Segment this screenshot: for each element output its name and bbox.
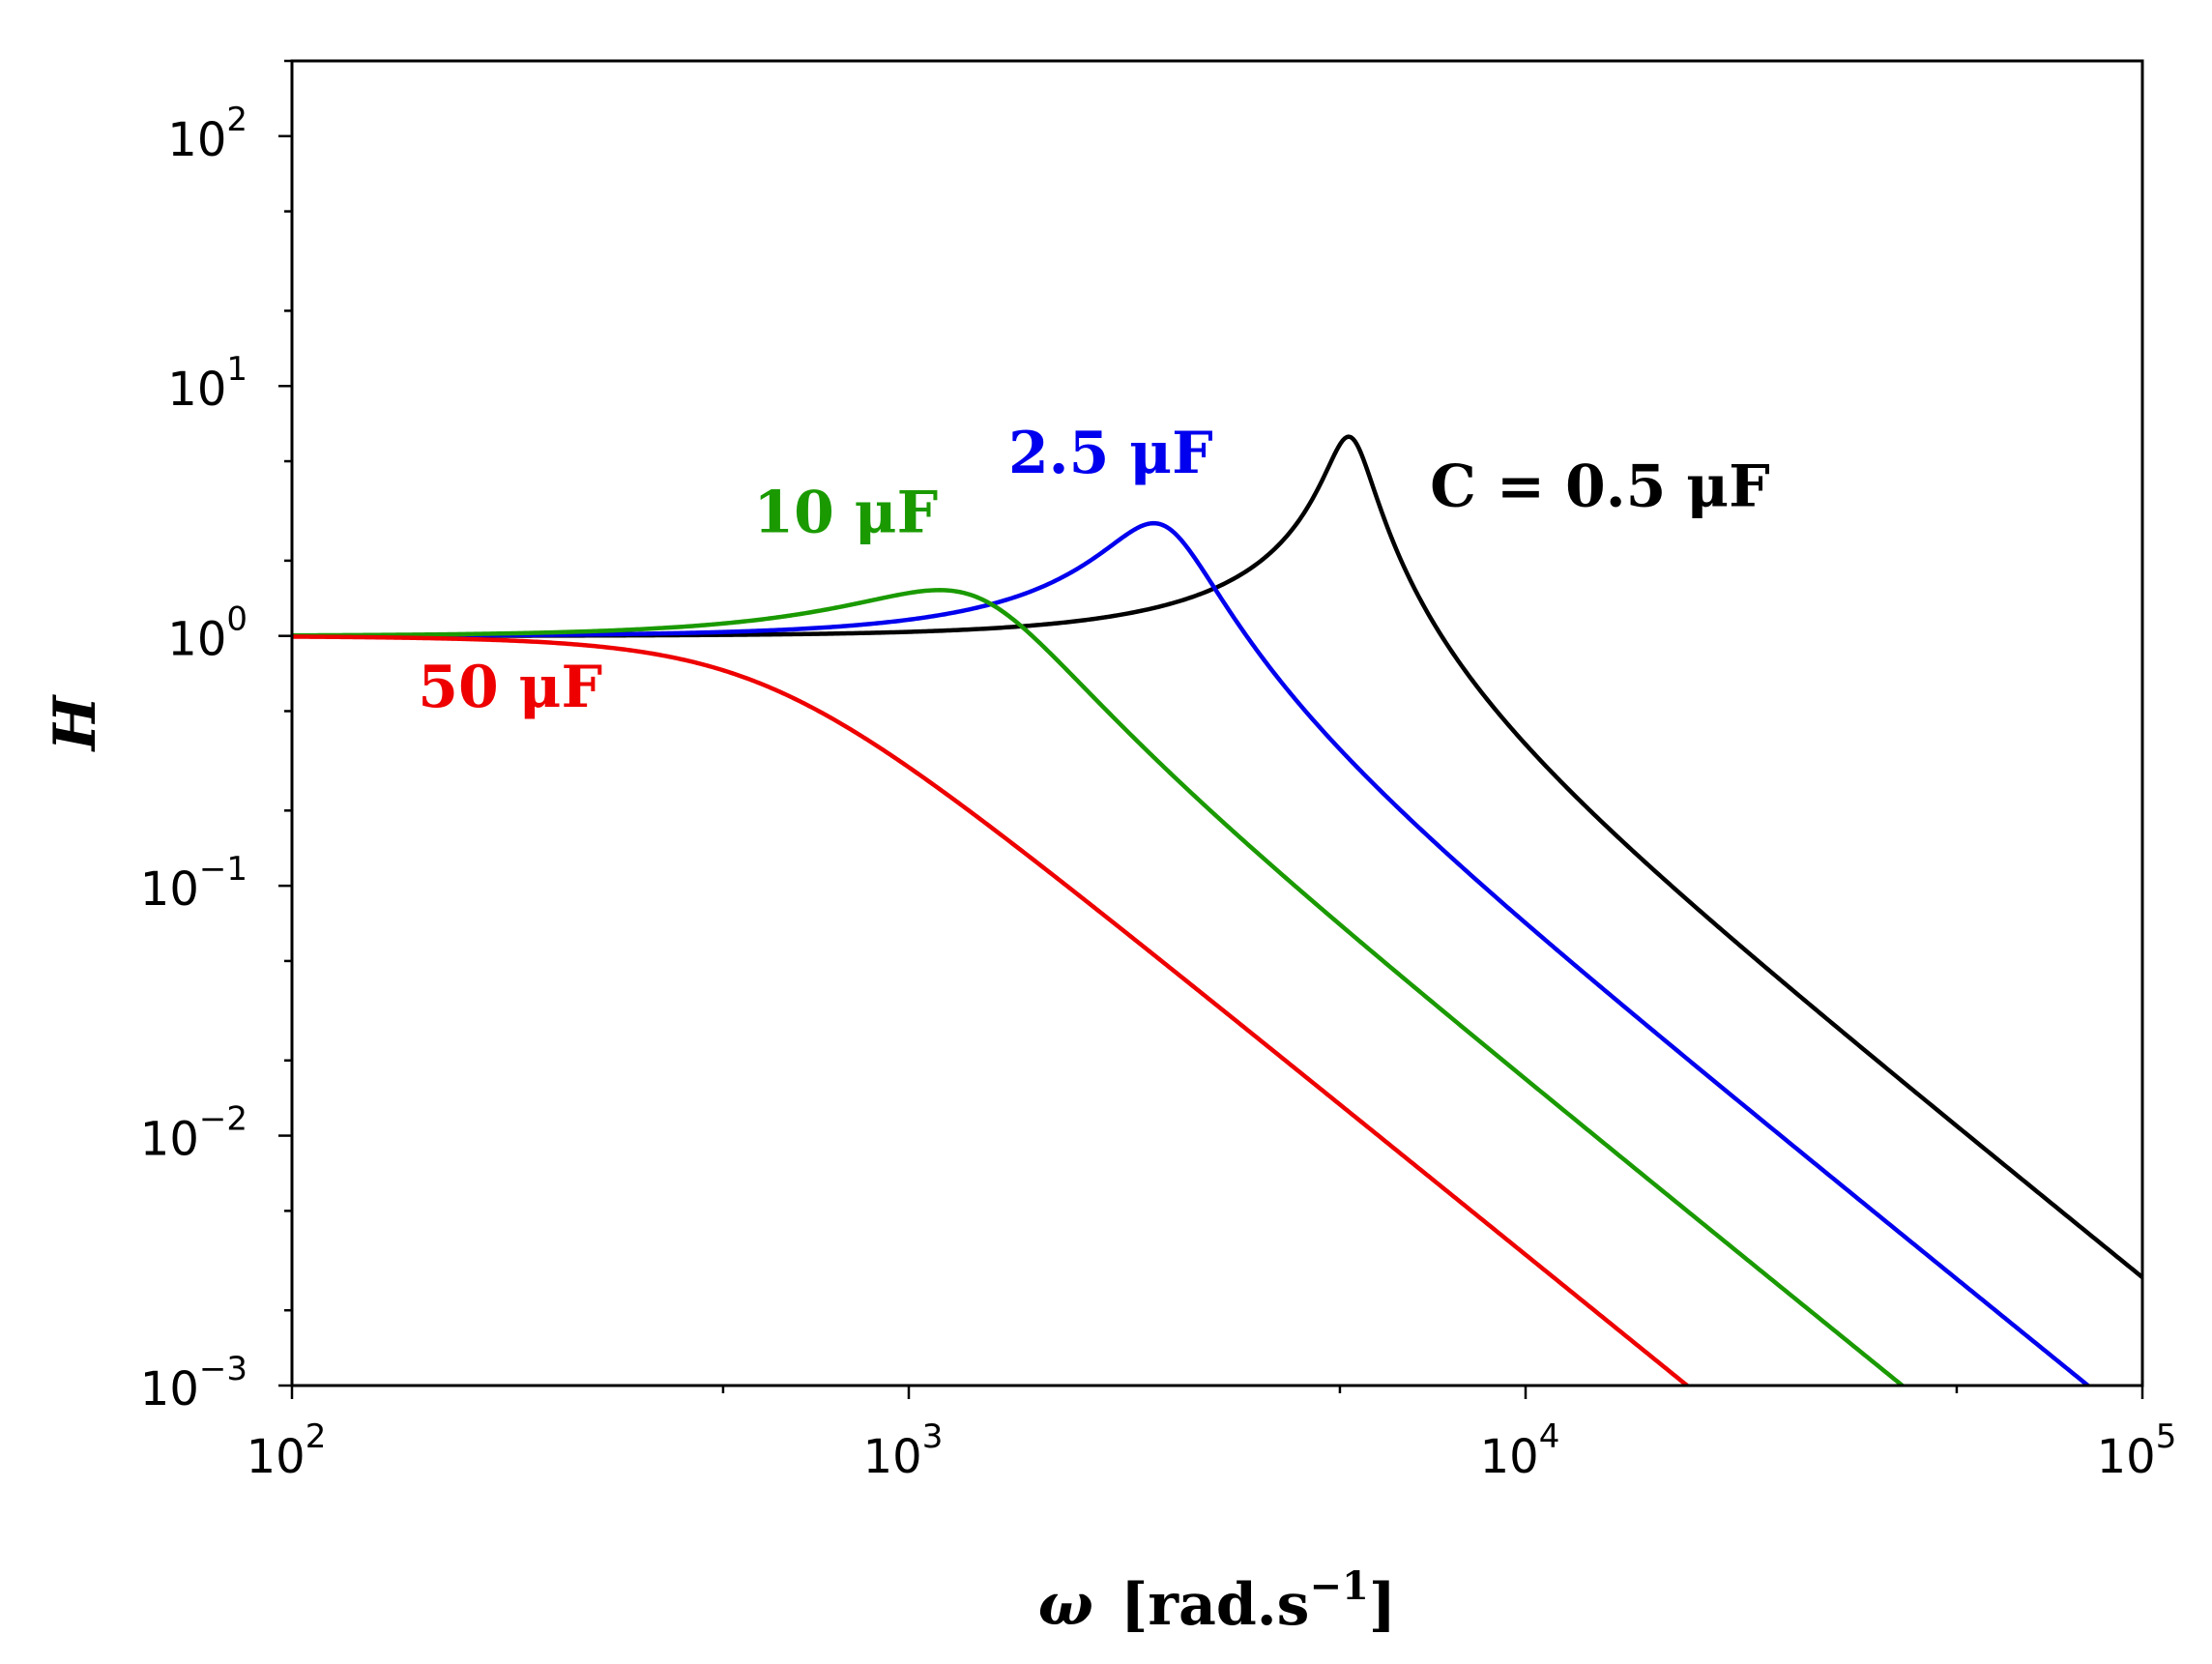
series-line	[292, 588, 1906, 1386]
plot-area	[292, 61, 2142, 1386]
x-tick-label: 103	[863, 1417, 944, 1484]
series-label: 2.5 μF	[1008, 420, 1213, 487]
y-tick-label: 10−2	[140, 1100, 247, 1167]
y-axis-title: H	[42, 693, 109, 752]
series-line	[292, 634, 1691, 1386]
x-tick-label: 105	[2097, 1417, 2177, 1484]
series-labels: C = 0.5 μF 2.5 μF 10 μF 50 μF	[418, 420, 1770, 721]
plot-frame	[290, 59, 2144, 1387]
series-line	[292, 520, 2092, 1386]
x-axis-title: ω [rad.s−1]	[1038, 1563, 1396, 1639]
y-tick-label: 102	[167, 101, 247, 167]
x-tick-label: 104	[1480, 1417, 1560, 1484]
series-label: 10 μF	[753, 479, 938, 546]
series-label: C = 0.5 μF	[1430, 453, 1770, 521]
tick-labels: 102 103 104 105 10−3 10−2 10−1 100 101 102	[140, 101, 2177, 1484]
y-tick-label: 10−3	[140, 1350, 247, 1416]
series-label: 50 μF	[418, 654, 602, 721]
y-tick-label: 101	[167, 350, 247, 417]
y-tick-label: 100	[167, 600, 247, 667]
x-tick-label: 102	[247, 1417, 327, 1484]
y-tick-label: 10−1	[140, 850, 247, 917]
series-layer	[292, 434, 2142, 1386]
